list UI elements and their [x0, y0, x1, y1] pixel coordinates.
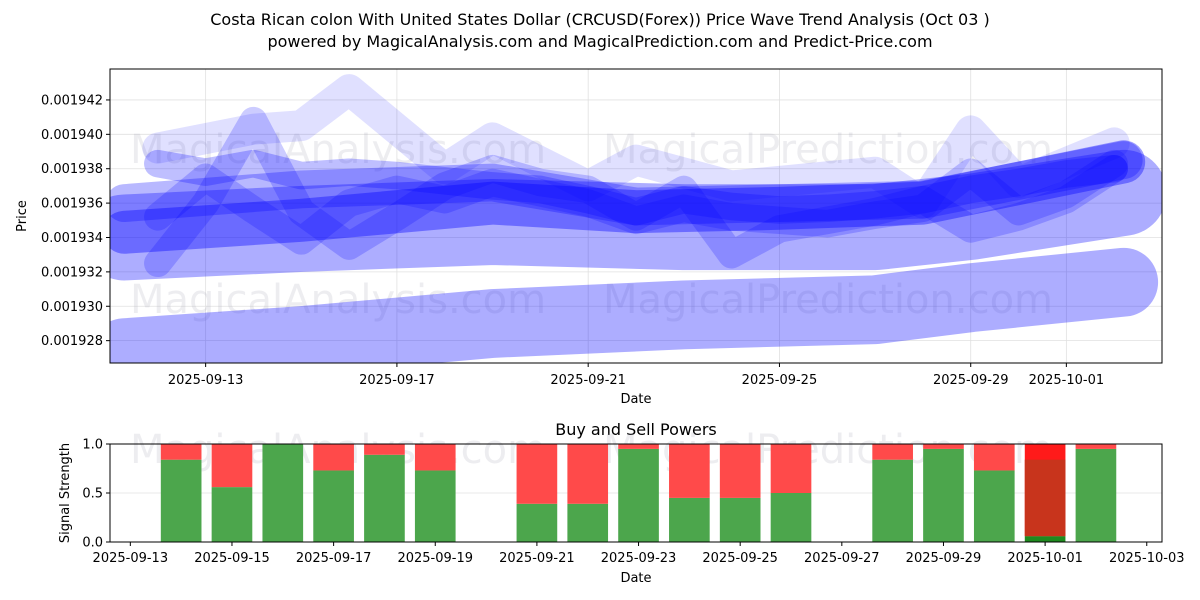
buy-bar [973, 470, 1015, 542]
sell-bar [872, 444, 913, 460]
sell-bar [770, 444, 812, 493]
sell-bar [414, 444, 456, 471]
signal-y-ticks: 0.0 0.5 1.0 [82, 438, 110, 551]
signal-y-axis-label: Signal Strength [58, 443, 73, 543]
sell-bar [364, 444, 405, 455]
price-y-tick-label: 0.001934 [41, 231, 103, 246]
buy-bar [313, 470, 354, 542]
buy-bar [923, 448, 964, 542]
price-y-tick-label: 0.001938 [41, 162, 103, 177]
sell-bar [923, 444, 964, 449]
signal-x-tick-label: 2025-10-03 [1109, 551, 1185, 566]
sell-overlay-bar [1024, 459, 1066, 537]
buy-bar [160, 459, 202, 542]
buy-bar [618, 448, 659, 542]
signal-x-tick-label: 2025-09-23 [601, 551, 677, 566]
signal-x-tick-label: 2025-09-17 [296, 551, 372, 566]
signal-x-tick-label: 2025-09-13 [93, 551, 169, 566]
buy-bar [770, 493, 812, 542]
price-x-tick-label: 2025-09-17 [359, 373, 435, 388]
buy-bar [669, 497, 710, 542]
sell-bar [719, 444, 761, 498]
price-wave-series [110, 74, 1162, 363]
signal-chart-title: Buy and Sell Powers [555, 420, 717, 439]
price-wave-wave-light-top [142, 74, 1130, 219]
buy-bar [516, 503, 558, 542]
price-y-tick-label: 0.001930 [41, 300, 103, 315]
sell-bar [618, 444, 659, 449]
watermark-2: MagicalPrediction.com [603, 127, 1053, 173]
price-wave-wave-mid-band-wide [110, 149, 1162, 281]
price-wave-wave-zigzag-3 [144, 149, 1128, 255]
signal-bars [160, 444, 1117, 542]
signal-y-tick-label: 0.0 [82, 536, 103, 551]
buy-bar [567, 503, 609, 542]
watermark-4: MagicalPrediction.com [603, 277, 1053, 323]
price-wave-wave-core-band [110, 140, 1146, 254]
signal-x-axis-label: Date [620, 571, 651, 586]
buy-bar [414, 470, 456, 542]
chart-subtitle: powered by MagicalAnalysis.com and Magic… [267, 32, 933, 51]
signal-x-tick-label: 2025-09-19 [397, 551, 473, 566]
price-axes-frame [109, 68, 1163, 364]
price-wave-wave-low-band [110, 247, 1159, 363]
sell-bar [313, 444, 354, 471]
price-grid [110, 69, 1162, 363]
sell-bar [516, 444, 558, 504]
price-x-tick-label: 2025-10-01 [1029, 373, 1105, 388]
signal-x-ticks: 2025-09-13 2025-09-15 2025-09-17 2025-09-19… [93, 542, 1185, 566]
price-x-tick-label: 2025-09-29 [933, 373, 1009, 388]
price-wave-wave-zigzag-1 [144, 149, 1128, 226]
price-y-ticks: 0.001928 0.001930 0.001932 0.001934 0.001936… [41, 93, 110, 349]
price-y-tick-label: 0.001928 [41, 334, 103, 349]
buy-bar [211, 487, 253, 542]
sell-bar [973, 444, 1015, 471]
price-y-axis-label: Price [15, 200, 30, 232]
price-watermarks: MagicalAnalysis.com MagicalPrediction.co… [130, 127, 1053, 323]
buy-bar [1075, 448, 1117, 542]
price-x-tick-label: 2025-09-13 [168, 373, 244, 388]
price-x-tick-label: 2025-09-21 [550, 373, 626, 388]
signal-x-tick-label: 2025-09-27 [804, 551, 880, 566]
buy-bar [1024, 536, 1066, 542]
signal-x-tick-label: 2025-09-29 [906, 551, 982, 566]
buy-bar [872, 459, 913, 542]
watermark-3: MagicalAnalysis.com [130, 277, 546, 323]
sell-bar [1075, 444, 1117, 449]
price-y-tick-label: 0.001932 [41, 265, 103, 280]
buy-bar [262, 444, 304, 542]
price-x-axis-label: Date [620, 392, 651, 407]
price-wave-wave-upper-band [110, 141, 1143, 226]
buy-bar [364, 454, 405, 542]
sell-bar [567, 444, 609, 504]
buy-bar [719, 497, 761, 542]
chart-title: Costa Rican colon With United States Dol… [210, 10, 990, 29]
watermark-1: MagicalAnalysis.com [130, 127, 546, 173]
price-x-tick-label: 2025-09-25 [742, 373, 818, 388]
signal-x-tick-label: 2025-10-01 [1007, 551, 1083, 566]
sell-bar [669, 444, 710, 498]
price-y-tick-label: 0.001942 [41, 93, 103, 108]
price-y-tick-label: 0.001940 [41, 128, 103, 143]
sell-bar [160, 444, 202, 460]
sell-bar [211, 444, 253, 488]
price-wave-wave-zigzag-2 [144, 106, 1128, 278]
signal-x-tick-label: 2025-09-21 [499, 551, 575, 566]
price-x-ticks: 2025-09-13 2025-09-17 2025-09-21 2025-09-25… [168, 363, 1104, 388]
signal-y-tick-label: 1.0 [82, 438, 103, 453]
price-y-tick-label: 0.001936 [41, 197, 103, 212]
signal-x-tick-label: 2025-09-25 [702, 551, 778, 566]
signal-x-tick-label: 2025-09-15 [194, 551, 270, 566]
signal-y-tick-label: 0.5 [82, 487, 103, 502]
